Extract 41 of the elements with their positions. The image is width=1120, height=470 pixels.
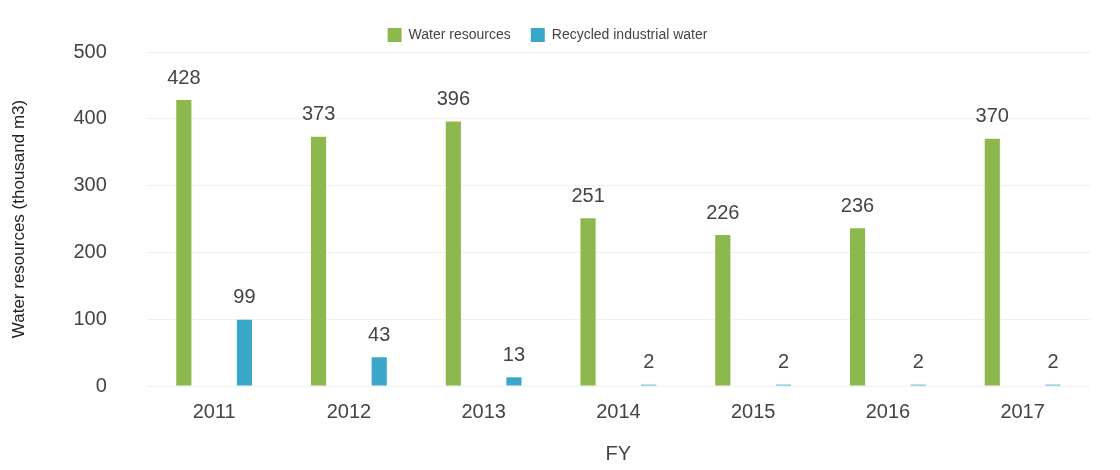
data-label: 428	[167, 65, 201, 88]
y-tick-label: 500	[73, 39, 107, 62]
y-tick-label: 400	[73, 106, 107, 129]
bar	[984, 138, 1000, 386]
y-tick-label: 100	[73, 306, 107, 329]
bar	[371, 357, 387, 386]
bar	[580, 218, 596, 386]
x-axis-title: FY	[605, 441, 632, 464]
data-label: 396	[436, 86, 471, 109]
data-label: 2	[1047, 350, 1059, 373]
x-tick-label: 2016	[865, 399, 911, 422]
y-tick-label: 300	[73, 173, 107, 196]
x-tick-label: 2012	[326, 399, 372, 422]
bar	[236, 319, 253, 386]
y-tick-label: 0	[95, 373, 107, 396]
bar	[310, 136, 327, 386]
x-tick-label: 2013	[461, 399, 506, 422]
data-label: 43	[368, 322, 391, 345]
x-tick-label: 2014	[596, 399, 641, 422]
bar	[506, 377, 522, 386]
x-tick-label: 2011	[192, 399, 236, 422]
bar	[715, 235, 731, 386]
y-tick-label: 200	[73, 239, 107, 262]
x-tick-label: 2017	[1000, 399, 1045, 422]
data-label: 2	[777, 350, 790, 373]
data-label: 2	[643, 350, 655, 373]
bar	[445, 121, 461, 386]
data-label: 99	[233, 285, 256, 308]
y-axis-title: Water resources (thousand m3)	[8, 99, 28, 339]
data-label: 373	[301, 102, 336, 125]
data-label: 13	[502, 342, 526, 365]
data-label: 370	[975, 104, 1009, 127]
data-label: 251	[571, 183, 605, 206]
bar	[849, 228, 866, 386]
legend-label: Water resources	[408, 25, 511, 42]
data-label: 226	[706, 200, 740, 223]
data-label: 236	[840, 193, 875, 216]
x-tick-label: 2015	[730, 399, 776, 422]
legend-label: Recycled industrial water	[551, 25, 708, 42]
bar	[176, 100, 192, 386]
data-label: 2	[912, 350, 924, 373]
